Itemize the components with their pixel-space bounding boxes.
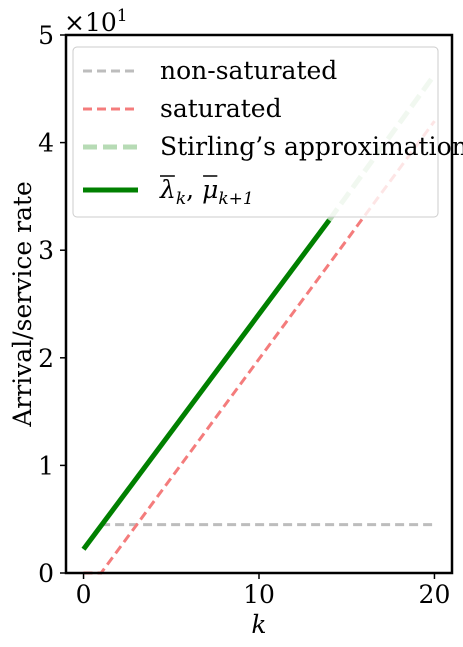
y-tick-label: 1 [38,451,54,480]
legend-label-0: non-saturated [160,56,337,85]
legend: non-saturated saturated Stirling’s approxi… [72,46,463,218]
y-tick-label: 5 [38,21,54,50]
x-axis-label: k [251,610,266,639]
legend-mu-sub: k+1 [218,189,253,209]
legend-label-rates: λk, μk+1 [159,175,254,209]
legend-lambda-sub: k [176,189,186,209]
x-tick-label: 20 [419,580,451,609]
y-axis-label: Arrival/service rate [8,181,37,428]
x-tick-label: 10 [243,580,275,609]
x-tick-label: 0 [76,580,92,609]
y-scale-exponent: 1 [117,6,128,26]
series-line-3 [81,218,332,551]
axis-ticks: 0 10 20 0 1 2 3 4 5 [38,21,450,609]
legend-sep: , [186,175,202,204]
y-tick-label: 0 [38,559,54,588]
y-scale-factor: ×10 [64,8,117,37]
y-tick-label: 4 [38,129,54,158]
legend-lambda: λ [159,175,176,204]
y-tick-label: 2 [38,344,54,373]
legend-box [72,46,439,218]
legend-mu: μ [202,175,218,204]
y-tick-label: 3 [38,236,54,265]
legend-items: non-saturated saturated Stirling’s approxi… [83,56,463,193]
y-scale-exponent-label: ×101 [64,6,128,37]
legend-label-2: Stirling’s approximation [160,132,463,161]
legend-label-1: saturated [160,94,282,123]
